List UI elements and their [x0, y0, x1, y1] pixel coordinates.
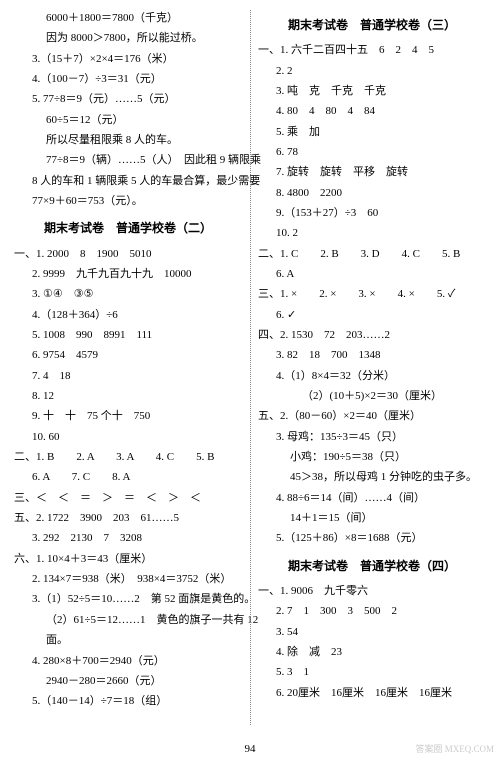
text-line: 5.（140－14）÷7＝18（组） — [14, 691, 242, 711]
text-line: 14＋1＝15（间） — [258, 508, 486, 528]
text-line: 8. 12 — [14, 386, 242, 406]
text-line: 2. 7 1 300 3 500 2 — [258, 601, 486, 621]
text-line: 3. 吨 克 千克 千克 — [258, 81, 486, 101]
text-line: 4. 除 减 23 — [258, 642, 486, 662]
text-line: 6. A 7. C 8. A — [14, 467, 242, 487]
text-line: 6. A — [258, 264, 486, 284]
right-column: 期末考试卷 普通学校卷（三） 一、1. 六千二百四十五 6 2 4 52. 23… — [250, 8, 486, 726]
text-line: 7. 旋转 旋转 平移 旋转 — [258, 162, 486, 182]
text-line: 二、1. B 2. A 3. A 4. C 5. B — [14, 447, 242, 467]
text-line: 6000＋1800＝7800（千克） — [14, 8, 242, 28]
text-line: 四、2. 1530 72 203……2 — [258, 325, 486, 345]
text-line: 9. 十 十 75 个十 750 — [14, 406, 242, 426]
text-line: 7. 4 18 — [14, 366, 242, 386]
text-line: 4.（100－7）÷3＝31（元） — [14, 69, 242, 89]
text-line: 面。 — [14, 630, 242, 650]
text-line: 3.（15＋7）×2×4＝176（米） — [14, 49, 242, 69]
text-line: 6. 78 — [258, 142, 486, 162]
text-line: 8. 4800 2200 — [258, 183, 486, 203]
text-line: 二、1. C 2. B 3. D 4. C 5. B — [258, 244, 486, 264]
text-line: 60÷5＝12（元） — [14, 110, 242, 130]
text-line: 4. 280×8＋700＝2940（元） — [14, 651, 242, 671]
text-line: 3. 82 18 700 1348 — [258, 345, 486, 365]
text-line: 4.（1）8×4＝32（分米） — [258, 366, 486, 386]
text-line: 4. 88÷6＝14（间）……4（间） — [258, 488, 486, 508]
text-line: 10. 60 — [14, 427, 242, 447]
text-line: 五、2.（80－60）×2＝40（厘米） — [258, 406, 486, 426]
text-line: 所以尽量租限乘 8 人的车。 — [14, 130, 242, 150]
text-line: 一、1. 2000 8 1900 5010 — [14, 244, 242, 264]
left-column: 6000＋1800＝7800（千克）因为 8000＞7800，所以能过桥。3.（… — [14, 8, 250, 726]
text-line: 一、1. 六千二百四十五 6 2 4 5 — [258, 40, 486, 60]
heading-paper-4: 期末考试卷 普通学校卷（四） — [258, 555, 486, 577]
text-line: 三、1. × 2. × 3. × 4. × 5. ✓ — [258, 284, 486, 304]
text-line: 3. 54 — [258, 622, 486, 642]
text-line: （2）(10＋5)×2＝30（厘米） — [258, 386, 486, 406]
text-line: 2940－280＝2660（元） — [14, 671, 242, 691]
text-line: 5. 3 1 — [258, 662, 486, 682]
text-line: 六、1. 10×4＋3＝43（厘米） — [14, 549, 242, 569]
text-line: 三、＜ ＜ ＝ ＞ ＝ ＜ ＞ ＜ — [14, 488, 242, 508]
watermark: 答案圈 MXEQ.COM — [415, 744, 494, 755]
text-line: 5.（125＋86）×8＝1688（元） — [258, 528, 486, 548]
right-block-b: 一、1. 9006 九千零六2. 7 1 300 3 500 23. 544. … — [258, 581, 486, 703]
right-block-a: 一、1. 六千二百四十五 6 2 4 52. 23. 吨 克 千克 千克4. 8… — [258, 40, 486, 549]
text-line: 6. ✓ — [258, 305, 486, 325]
column-divider — [250, 10, 251, 725]
text-line: 一、1. 9006 九千零六 — [258, 581, 486, 601]
heading-paper-3: 期末考试卷 普通学校卷（三） — [258, 14, 486, 36]
text-line: 5. 1008 990 8991 111 — [14, 325, 242, 345]
text-line: 3.（1）52÷5＝10……2 第 52 面旗是黄色的。 — [14, 589, 242, 609]
heading-paper-2: 期末考试卷 普通学校卷（二） — [14, 217, 242, 239]
text-line: 10. 2 — [258, 223, 486, 243]
text-line: 3. 母鸡：135÷3＝45（只） — [258, 427, 486, 447]
text-line: 5. 乘 加 — [258, 122, 486, 142]
text-line: 8 人的车和 1 辆限乘 5 人的车最合算，最少需要 — [14, 171, 242, 191]
text-line: 9.（153＋27）÷3 60 — [258, 203, 486, 223]
text-line: 五、2. 1722 3900 203 61……5 — [14, 508, 242, 528]
text-line: 6. 9754 4579 — [14, 345, 242, 365]
text-line: 2. 9999 九千九百九十九 10000 — [14, 264, 242, 284]
text-line: 2. 134×7＝938（米） 938×4＝3752（米） — [14, 569, 242, 589]
text-line: 2. 2 — [258, 61, 486, 81]
text-line: （2）61÷5＝12……1 黄色的旗子一共有 12 — [14, 610, 242, 630]
left-block-b: 一、1. 2000 8 1900 50102. 9999 九千九百九十九 100… — [14, 244, 242, 712]
text-line: 3. 292 2130 7 3208 — [14, 528, 242, 548]
left-block-a: 6000＋1800＝7800（千克）因为 8000＞7800，所以能过桥。3.（… — [14, 8, 242, 211]
text-line: 6. 20厘米 16厘米 16厘米 16厘米 — [258, 683, 486, 703]
text-line: 4. 80 4 80 4 84 — [258, 101, 486, 121]
text-line: 77÷8＝9（辆）……5（人） 因此租 9 辆限乘 — [14, 150, 242, 170]
text-line: 因为 8000＞7800，所以能过桥。 — [14, 28, 242, 48]
text-line: 5. 77÷8＝9（元）……5（元） — [14, 89, 242, 109]
text-line: 3. ①④ ③⑤ — [14, 284, 242, 304]
text-line: 4.（128＋364）÷6 — [14, 305, 242, 325]
text-line: 77×9＋60＝753（元）。 — [14, 191, 242, 211]
text-line: 45＞38，所以母鸡 1 分钟吃的虫子多。 — [258, 467, 486, 487]
text-line: 小鸡：190÷5＝38（只） — [258, 447, 486, 467]
